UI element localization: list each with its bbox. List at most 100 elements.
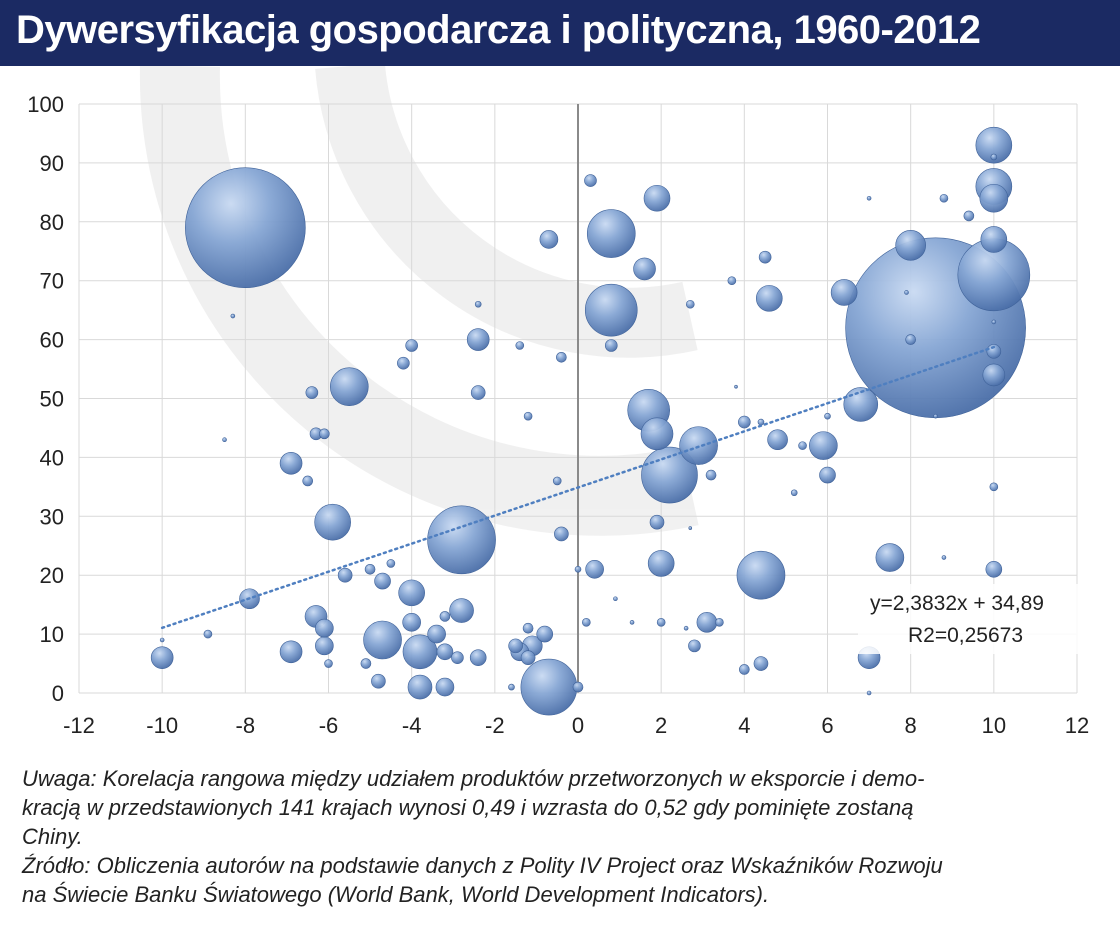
- bubble-point: [374, 572, 391, 590]
- x-tick-label: -4: [402, 713, 422, 738]
- axes: [79, 104, 1077, 694]
- bubble-point: [203, 629, 213, 639]
- bubble-point: [474, 300, 482, 308]
- x-tick-label: -6: [319, 713, 339, 738]
- bubble-point: [522, 622, 534, 634]
- bubble-point: [552, 476, 562, 486]
- y-tick-label: 70: [40, 269, 64, 294]
- bubble-point: [757, 418, 765, 426]
- y-tick-label: 20: [40, 563, 64, 588]
- trendline: [160, 345, 996, 630]
- y-tick-label: 30: [40, 504, 64, 529]
- bubble-point: [649, 514, 665, 530]
- bubble-point: [536, 625, 554, 643]
- bubble-point: [736, 550, 786, 600]
- bubble-point: [402, 613, 421, 632]
- bubble-point: [990, 153, 998, 161]
- bubble-point: [613, 596, 618, 602]
- bubble-point: [364, 564, 376, 575]
- bubble-point: [739, 664, 750, 675]
- bubble-point: [470, 385, 486, 400]
- bubble-point: [329, 367, 369, 407]
- bubble-point: [435, 677, 455, 697]
- bubble-point: [222, 437, 227, 443]
- y-tick-label: 90: [40, 151, 64, 176]
- bubble-point: [647, 550, 675, 577]
- note-line-5: na Świecie Banku Światowego (World Bank,…: [22, 882, 770, 907]
- bubble-point: [586, 209, 636, 258]
- bubble-point: [556, 351, 567, 363]
- bubble-point: [685, 299, 695, 309]
- bubble-point: [640, 417, 674, 451]
- note-line-1: Uwaga: Korelacja rangowa między udziałem…: [22, 766, 925, 791]
- y-tick-label: 40: [40, 445, 64, 470]
- y-tick-label: 50: [40, 387, 64, 412]
- y-tick-label: 60: [40, 328, 64, 353]
- bubble-point: [314, 503, 351, 541]
- bubble-point: [574, 566, 582, 573]
- x-tick-label: 12: [1065, 713, 1089, 738]
- bubble-point: [159, 637, 165, 643]
- bubble-point: [643, 184, 671, 212]
- bubble-point: [360, 658, 372, 669]
- bubble-point: [875, 543, 905, 572]
- bubble-point: [633, 257, 656, 281]
- bubble-point: [979, 183, 1009, 213]
- x-tick-label: 10: [982, 713, 1006, 738]
- bubble-point: [866, 690, 872, 696]
- bubble-point: [904, 290, 909, 295]
- bubble-point: [696, 612, 718, 633]
- bubble-point: [824, 412, 831, 420]
- bubble-point: [371, 673, 386, 689]
- bubble-point: [975, 126, 1013, 164]
- bubble-point: [755, 285, 783, 312]
- x-tick-labels: -12 -10 -8 -6 -4 -2 0 2 4 6 8 10 12: [63, 713, 1089, 738]
- bubble-point: [933, 413, 938, 419]
- note-line-2: kracją w przedstawionych 141 krajach wyn…: [22, 795, 914, 820]
- bubble-point: [520, 650, 536, 665]
- bubble-point: [279, 640, 303, 664]
- bubble-point: [989, 482, 999, 492]
- bubble-point: [980, 226, 1008, 253]
- bubble-point: [398, 579, 425, 607]
- y-tick-label: 80: [40, 210, 64, 235]
- y-tick-label: 0: [52, 681, 64, 706]
- x-tick-label: 4: [738, 713, 750, 738]
- bubble-point: [656, 618, 666, 627]
- bubble-point: [895, 230, 926, 261]
- x-tick-label: -2: [485, 713, 505, 738]
- bubble-point: [386, 559, 396, 568]
- x-tick-label: -8: [236, 713, 256, 738]
- x-tick-label: 6: [821, 713, 833, 738]
- bubble-point: [523, 411, 533, 421]
- title-bar: Dywersyfikacja gospodarcza i polityczna,…: [0, 0, 1120, 66]
- bubble-point: [758, 250, 772, 264]
- bubble-point: [230, 313, 236, 319]
- x-tick-label: -10: [146, 713, 178, 738]
- bubble-point: [683, 625, 689, 631]
- bubble-point: [790, 489, 798, 497]
- bubble-point: [584, 174, 597, 187]
- bubble-point: [985, 561, 1003, 578]
- bubble-point: [939, 193, 949, 203]
- bubble-point: [305, 386, 319, 399]
- bubble-point: [738, 415, 751, 429]
- bubble-point: [688, 526, 693, 530]
- trendline-equation: y=2,3832x + 34,89: [870, 592, 1044, 615]
- bubble-point: [315, 618, 334, 638]
- bubble-point: [982, 363, 1006, 387]
- scatter-chart: -12 -10 -8 -6 -4 -2 0 2 4 6 8 10 12 0 10 20 30 40 50 60 70 8…: [27, 66, 1098, 738]
- bubble-point: [734, 384, 738, 389]
- bubble-point: [449, 598, 474, 623]
- bubble-point: [604, 339, 618, 352]
- bubble-point: [585, 560, 604, 579]
- y-tick-label: 10: [40, 622, 64, 647]
- bubble-point: [302, 475, 314, 487]
- r-squared-label: R2=0,25673: [908, 624, 1023, 647]
- bubble-point: [397, 356, 410, 370]
- bubble-point: [941, 555, 947, 560]
- bubble-point: [315, 636, 334, 656]
- bubble-point: [508, 683, 515, 691]
- x-tick-label: -12: [63, 713, 95, 738]
- y-tick-labels: 0 10 20 30 40 50 60 70 80 90 100: [27, 92, 64, 706]
